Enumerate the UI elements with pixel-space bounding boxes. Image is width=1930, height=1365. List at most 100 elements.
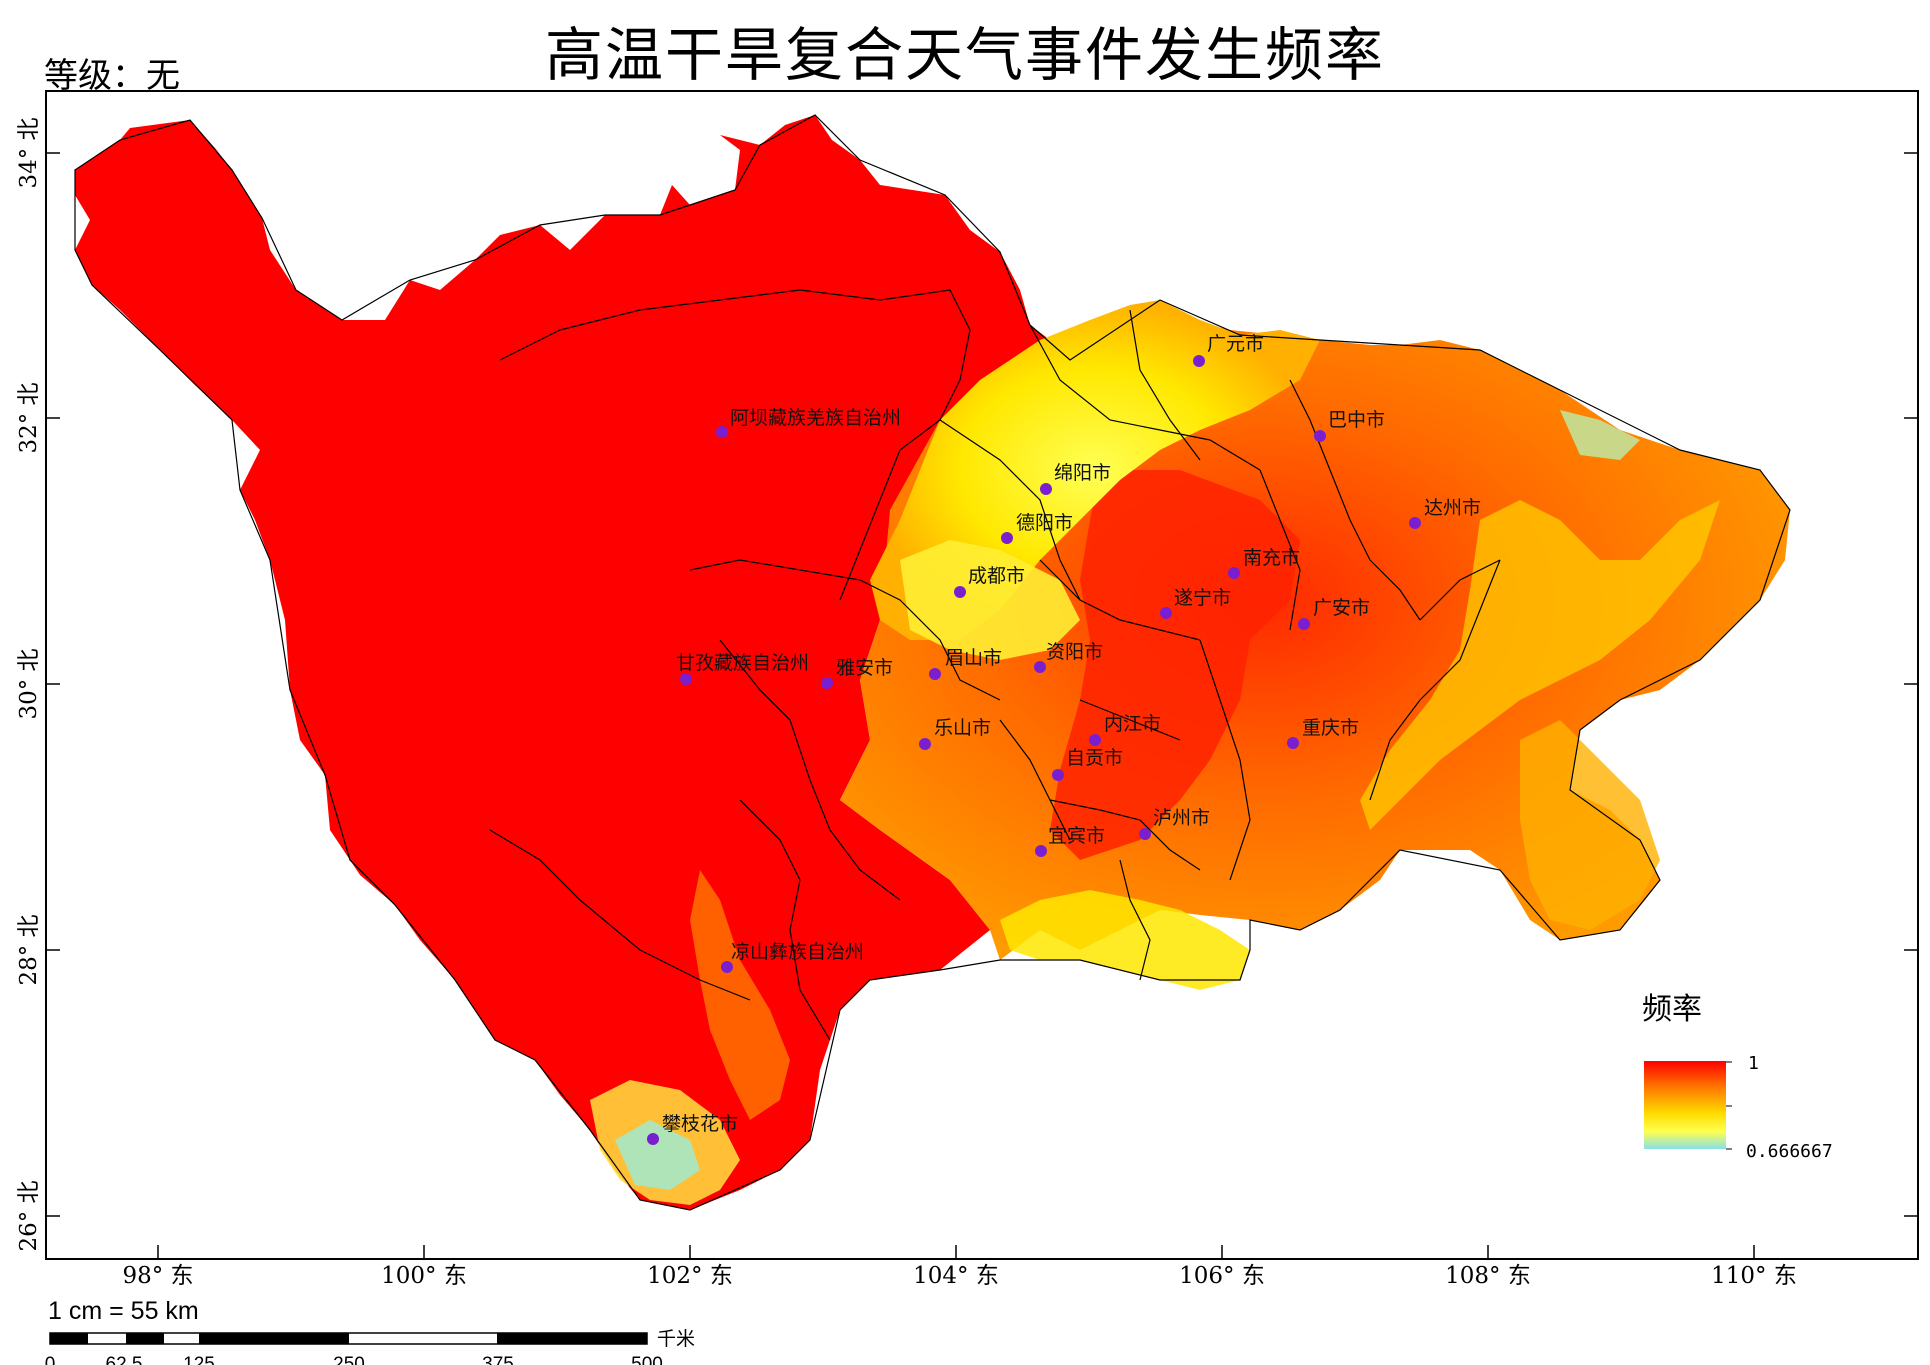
lat-label: 34° 北 (16, 117, 42, 188)
legend-max-label: 1 (1748, 1053, 1759, 1074)
city-marker (1314, 430, 1326, 442)
city-deyang[interactable]: 德阳市 (1001, 512, 1073, 544)
city-marker (680, 673, 692, 685)
lon-label: 110° 东 (1711, 1263, 1797, 1289)
scale-bar: 1 cm = 55 km 千米 0 62.5 125 250 375 500 (45, 1297, 695, 1365)
city-marker (954, 586, 966, 598)
city-label: 广安市 (1313, 597, 1370, 619)
city-marker (721, 961, 733, 973)
lat-label: 30° 北 (16, 648, 42, 719)
city-mianyang[interactable]: 绵阳市 (1040, 462, 1111, 495)
city-label: 资阳市 (1046, 641, 1103, 663)
city-marker (1001, 532, 1013, 544)
city-liangshan[interactable]: 凉山彝族自治州 (721, 941, 864, 973)
northeast-min-area (1560, 410, 1640, 460)
legend: 频率 1 0.666667 (1642, 992, 1833, 1162)
city-label: 广元市 (1207, 333, 1264, 355)
city-marker (821, 677, 833, 689)
city-marker (1139, 828, 1151, 840)
city-nanchong[interactable]: 南充市 (1228, 547, 1300, 579)
city-marker (1052, 769, 1064, 781)
city-label: 乐山市 (934, 717, 991, 739)
city-guangyuan[interactable]: 广元市 (1193, 333, 1264, 367)
city-label: 巴中市 (1328, 409, 1385, 431)
city-marker (1228, 567, 1240, 579)
city-leshan[interactable]: 乐山市 (919, 717, 991, 750)
scale-tick: 125 (183, 1354, 215, 1365)
scale-tick: 375 (482, 1354, 514, 1365)
city-label: 泸州市 (1153, 807, 1210, 829)
city-aba[interactable]: 阿坝藏族羌族自治州 (716, 407, 901, 438)
city-label: 绵阳市 (1054, 462, 1111, 484)
city-zigong[interactable]: 自贡市 (1052, 747, 1123, 781)
southeast-yellow (1520, 720, 1660, 930)
core-high-area (1050, 470, 1300, 860)
city-marker (1040, 483, 1052, 495)
liangshan-orange-streaks (690, 870, 790, 1120)
scale-tick: 500 (631, 1354, 663, 1365)
map-title: 高温干旱复合天气事件发生频率 (544, 21, 1385, 89)
city-label: 内江市 (1104, 713, 1161, 735)
lat-label: 32° 北 (16, 382, 42, 453)
lon-label: 108° 东 (1445, 1263, 1531, 1289)
city-label: 宜宾市 (1048, 825, 1105, 847)
city-ziyang[interactable]: 资阳市 (1034, 641, 1103, 673)
city-marker (1298, 618, 1310, 630)
city-yibin[interactable]: 宜宾市 (1035, 825, 1105, 857)
graticule-ticks (46, 152, 1918, 1259)
city-chongqing[interactable]: 重庆市 (1287, 717, 1359, 749)
city-label: 自贡市 (1066, 747, 1123, 769)
city-marker (1160, 607, 1172, 619)
city-yaan[interactable]: 雅安市 (821, 657, 893, 689)
city-panzhihua[interactable]: 攀枝花市 (647, 1113, 738, 1145)
city-marker (1089, 734, 1101, 746)
city-marker (1287, 737, 1299, 749)
western-region (75, 115, 1070, 1210)
city-marker (716, 426, 728, 438)
city-label: 达州市 (1424, 497, 1481, 519)
city-neijiang[interactable]: 内江市 (1089, 713, 1161, 746)
lon-label: 98° 东 (122, 1263, 193, 1289)
city-label: 成都市 (968, 565, 1025, 587)
city-label: 重庆市 (1302, 717, 1359, 739)
city-label: 德阳市 (1016, 512, 1073, 534)
lon-label: 102° 东 (647, 1263, 733, 1289)
longitude-labels: 98° 东 100° 东 102° 东 104° 东 106° 东 108° 东… (122, 1263, 1796, 1289)
prefecture-boundaries (74, 114, 1791, 1211)
lat-label: 26° 北 (16, 1180, 42, 1251)
grade-label: 等级：无 (44, 56, 180, 96)
city-marker (929, 668, 941, 680)
city-marker (1409, 517, 1421, 529)
city-label: 凉山彝族自治州 (731, 941, 864, 963)
city-label: 眉山市 (945, 647, 1002, 669)
scale-tick: 0 (45, 1354, 56, 1365)
southern-yellow-lobe (1000, 890, 1250, 990)
city-bazhong[interactable]: 巴中市 (1314, 409, 1385, 442)
city-label: 攀枝花市 (662, 1113, 738, 1135)
city-meishan[interactable]: 眉山市 (929, 647, 1002, 680)
city-marker (647, 1133, 659, 1145)
city-marker (1035, 845, 1047, 857)
lon-label: 100° 东 (381, 1263, 467, 1289)
scale-unit: 千米 (657, 1328, 695, 1350)
legend-min-label: 0.666667 (1746, 1141, 1833, 1162)
city-label: 阿坝藏族羌族自治州 (730, 407, 901, 429)
lon-label: 106° 东 (1179, 1263, 1265, 1289)
city-luzhou[interactable]: 泸州市 (1139, 807, 1210, 840)
city-dazhou[interactable]: 达州市 (1409, 497, 1481, 529)
city-label: 甘孜藏族自治州 (676, 652, 809, 674)
city-suining[interactable]: 遂宁市 (1160, 587, 1231, 619)
legend-color-ramp (1644, 1061, 1726, 1149)
scale-tick: 250 (333, 1354, 365, 1365)
city-marker (919, 738, 931, 750)
city-label: 南充市 (1243, 547, 1300, 569)
scale-ratio-label: 1 cm = 55 km (48, 1297, 199, 1325)
city-marker (1193, 355, 1205, 367)
city-guangan[interactable]: 广安市 (1298, 597, 1370, 630)
city-label: 雅安市 (836, 657, 893, 679)
city-chengdu[interactable]: 成都市 (954, 565, 1025, 598)
lat-label: 28° 北 (16, 914, 42, 985)
city-ganzi[interactable]: 甘孜藏族自治州 (676, 652, 809, 685)
legend-title: 频率 (1642, 992, 1702, 1027)
